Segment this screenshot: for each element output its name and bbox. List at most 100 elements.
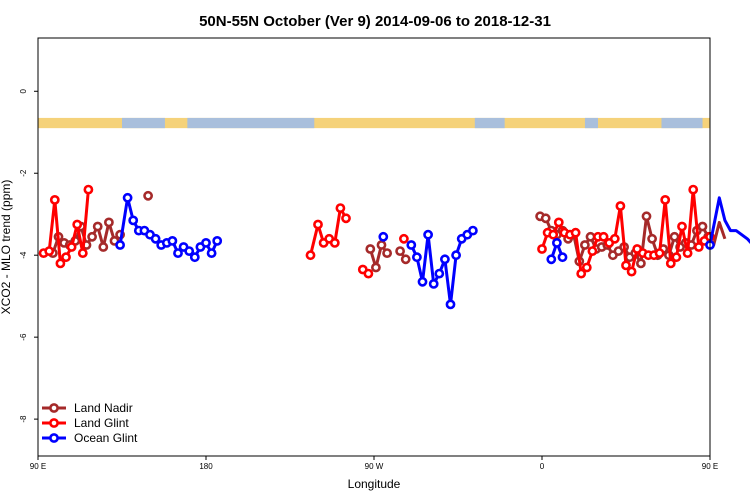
x-tick-label: 0 (540, 462, 545, 471)
land-glint-point (363, 268, 374, 279)
land-strip (38, 117, 710, 129)
x-axis-label: Longitude (348, 477, 401, 491)
land-nadir-point (143, 190, 153, 201)
land-glint-point (682, 248, 693, 258)
land-glint-point (553, 217, 564, 228)
land-glint-point (55, 258, 66, 269)
land-glint-point (398, 233, 409, 244)
x-tick-label: 90 E (702, 462, 718, 471)
ocean-glint-point (546, 254, 557, 265)
land-glint-point (83, 184, 94, 195)
ocean-glint-point (467, 225, 478, 236)
land-nadir-point (669, 231, 680, 242)
land-nadir-point (376, 240, 387, 250)
land-nadir-point (585, 231, 596, 242)
ocean-glint-point (212, 235, 223, 246)
ocean-glint-point (201, 237, 211, 248)
land-glint-point (587, 246, 598, 256)
ocean-glint-line (708, 196, 750, 246)
land-glint-point (654, 248, 665, 258)
land-glint-point (621, 260, 631, 271)
land-glint-point (693, 242, 704, 252)
ocean-glint-point (189, 252, 200, 263)
ocean-glint-point (423, 229, 433, 240)
ocean-glint-point (451, 250, 461, 261)
ocean-glint-point (122, 192, 133, 203)
ocean-glint-point (417, 276, 428, 287)
land-glint-point (77, 248, 88, 258)
land-nadir-point (641, 211, 652, 222)
land-nadir-point (580, 240, 590, 250)
ocean-glint-point (439, 254, 450, 265)
x-axis: 90 E 180 90 W 0 90 E (30, 456, 718, 471)
land-glint-point (626, 266, 637, 277)
series-land-glint (38, 184, 715, 279)
land-glint-point (677, 221, 687, 232)
land-nadir-point (87, 231, 97, 242)
land-nadir-point (400, 254, 411, 265)
ocean-glint-point (378, 231, 389, 242)
land-glint-point (313, 219, 323, 230)
legend-item-land-nadir: Land Nadir (42, 401, 133, 415)
land-glint-point (49, 194, 60, 205)
legend-swatch-marker (49, 433, 59, 443)
legend-label: Ocean Glint (74, 431, 138, 445)
y-tick-label: -6 (19, 333, 28, 341)
ocean-glint-point (406, 240, 417, 250)
ocean-glint-point (557, 252, 568, 263)
land-nadir-point (370, 262, 381, 273)
land-nadir-point (395, 246, 405, 256)
chart-title: 50N-55N October (Ver 9) 2014-09-06 to 20… (199, 13, 551, 30)
y-axis: 0 -2 -4 -6 -8 (19, 89, 38, 423)
y-tick-label: -4 (19, 251, 28, 259)
land-glint-line (309, 206, 348, 256)
land-nadir-line (368, 243, 389, 269)
ocean-glint-point (206, 248, 217, 258)
ocean-strip-segment (584, 117, 598, 129)
ocean-glint-point (445, 299, 456, 310)
land-nadir-point (98, 242, 109, 252)
land-glint-point (665, 258, 676, 269)
land-nadir-point (647, 233, 657, 244)
y-tick-label: 0 (19, 89, 28, 94)
ocean-strip-segment (661, 117, 703, 129)
ocean-strip-segment (474, 117, 505, 129)
legend-label: Land Nadir (74, 401, 133, 415)
x-tick-label: 90 W (365, 462, 384, 471)
ocean-strip-segment (122, 117, 165, 129)
ocean-glint-point (428, 278, 439, 289)
land-glint-point (329, 237, 340, 248)
land-glint-point (576, 268, 587, 279)
land-glint-point (548, 229, 559, 240)
y-tick-label: -2 (19, 169, 28, 177)
land-nadir-point (365, 244, 376, 254)
legend-item-ocean-glint: Ocean Glint (42, 431, 138, 445)
land-glint-point (609, 233, 620, 244)
land-nadir-point (104, 217, 114, 228)
legend-swatch-marker (49, 403, 59, 413)
ocean-glint-point (411, 252, 422, 263)
land-nadir-point (382, 248, 392, 258)
x-tick-label: 180 (199, 462, 213, 471)
land-glint-point (581, 262, 592, 273)
legend-item-land-glint: Land Glint (42, 416, 129, 430)
land-glint-point (305, 250, 316, 261)
land-glint-point (615, 201, 626, 211)
series-ocean-glint (115, 192, 750, 310)
ocean-glint-point (128, 215, 139, 226)
land-glint-point (688, 184, 699, 195)
series-layer (38, 184, 750, 310)
land-glint-point (44, 246, 55, 256)
land-glint-point (660, 194, 671, 205)
land-nadir-point (636, 258, 646, 269)
ocean-glint-point (167, 235, 178, 246)
land-glint-point (335, 203, 346, 213)
ocean-glint-point (184, 246, 195, 256)
ocean-strip-segment (187, 117, 315, 129)
land-glint-point (598, 231, 609, 242)
x-tick-label: 90 E (30, 462, 46, 471)
y-tick-label: -8 (19, 415, 28, 423)
land-glint-point (72, 219, 83, 230)
